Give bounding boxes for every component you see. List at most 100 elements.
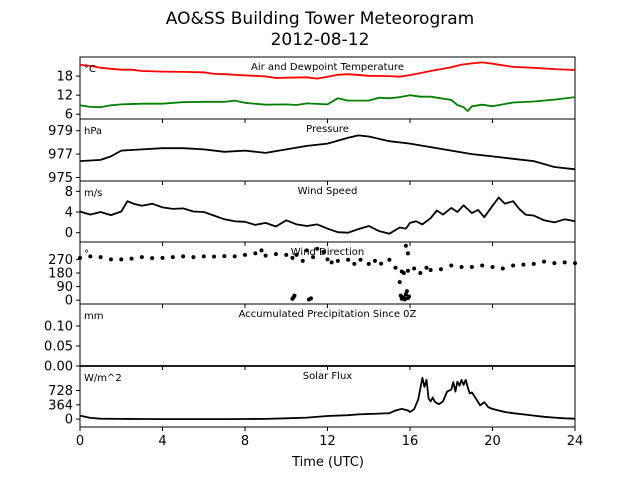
data-point [500, 266, 505, 271]
chart-title: AO&SS Building Tower Meteorogram [166, 9, 474, 29]
panel-unit-label: hPa [84, 126, 102, 137]
data-point [273, 252, 278, 257]
y-tick-label: 6 [65, 108, 73, 123]
data-point [325, 257, 330, 262]
data-point [78, 255, 82, 260]
x-tick-label: 20 [484, 434, 501, 449]
data-point [562, 260, 567, 265]
x-tick-label: 12 [319, 434, 336, 449]
data-point [401, 271, 406, 275]
data-point [311, 255, 316, 260]
series-line-1 [79, 376, 576, 421]
panel-title: Solar Flux [303, 371, 353, 382]
data-point [222, 254, 227, 259]
data-point [531, 261, 536, 266]
y-tick-label: 8 [65, 185, 73, 200]
panels-group: 6 12 18 °C Air and Dewpoint Temperature 975 97… [44, 56, 584, 449]
y-tick-label: 0.10 [44, 320, 73, 335]
data-point [398, 293, 403, 298]
panel-title: Wind Direction [291, 247, 365, 258]
data-point [201, 254, 206, 259]
data-point [387, 257, 392, 262]
data-point [424, 265, 429, 270]
x-axis-label: Time (UTC) [291, 455, 364, 470]
data-point [243, 252, 247, 257]
data-point [412, 266, 417, 271]
y-tick-label: 18 [56, 70, 73, 85]
series-line-1 [79, 61, 576, 80]
data-point [438, 267, 443, 272]
data-point [397, 280, 402, 285]
data-point [88, 254, 93, 259]
y-tick-label: 0.05 [44, 340, 73, 355]
data-point [521, 262, 526, 267]
data-point [358, 257, 363, 262]
data-point [403, 243, 408, 248]
x-tick-label: 8 [241, 434, 249, 449]
data-point [366, 261, 371, 266]
panel-title: Air and Dewpoint Temperature [251, 62, 404, 73]
data-point [139, 255, 144, 260]
panel-unit-label: °C [84, 64, 96, 75]
data-point [490, 264, 495, 269]
y-tick-label: 0 [65, 294, 73, 309]
data-point [150, 256, 155, 261]
data-point [393, 265, 398, 270]
data-point [108, 257, 113, 262]
panel-title: Accumulated Precipitation Since 0Z [239, 309, 417, 320]
data-point [428, 267, 433, 272]
data-point [403, 292, 408, 297]
data-point [191, 255, 196, 260]
data-point [469, 264, 474, 269]
y-tick-label: 0.00 [44, 360, 73, 375]
data-point [372, 258, 377, 263]
y-tick-label: 0 [65, 413, 73, 428]
panel-unit-label: W/m^2 [84, 373, 122, 384]
x-tick-label: 16 [402, 434, 419, 449]
data-point [405, 268, 410, 273]
y-tick-label: 364 [48, 398, 73, 413]
data-point [170, 255, 175, 260]
data-point [449, 263, 454, 268]
data-point [284, 252, 289, 257]
data-point [329, 260, 334, 265]
data-point [232, 254, 237, 259]
y-tick-label: 977 [48, 148, 73, 163]
data-point [253, 251, 258, 256]
data-point [119, 257, 124, 262]
y-tick-label: 979 [48, 124, 73, 139]
data-point [294, 252, 299, 257]
data-point [402, 297, 407, 302]
series-line-1 [79, 196, 576, 235]
data-point [418, 271, 423, 275]
data-point [404, 289, 409, 294]
y-tick-label: 0 [65, 226, 73, 241]
data-point [309, 296, 313, 301]
data-point [480, 263, 485, 268]
data-point [346, 257, 351, 262]
data-point [352, 261, 357, 266]
data-point [259, 248, 264, 253]
data-point [406, 294, 411, 299]
data-point [379, 261, 384, 266]
y-tick-label: 12 [56, 89, 73, 104]
data-point [542, 259, 547, 264]
data-point [315, 246, 320, 251]
data-point [552, 261, 557, 266]
y-tick-label: 728 [48, 384, 73, 399]
data-point [511, 263, 516, 268]
data-point [98, 255, 103, 260]
y-tick-label: 270 [48, 253, 73, 268]
data-point [321, 249, 326, 254]
data-point [290, 255, 295, 260]
chart-subtitle: 2012-08-12 [271, 30, 370, 50]
panel-title: Pressure [306, 124, 349, 135]
panel-unit-label: ° [84, 249, 89, 260]
data-point [160, 255, 165, 260]
data-point [292, 293, 297, 298]
x-tick-label: 24 [567, 434, 584, 449]
x-tick-label: 4 [158, 434, 166, 449]
x-tick-label: 0 [76, 434, 84, 449]
y-tick-label: 180 [48, 267, 73, 282]
